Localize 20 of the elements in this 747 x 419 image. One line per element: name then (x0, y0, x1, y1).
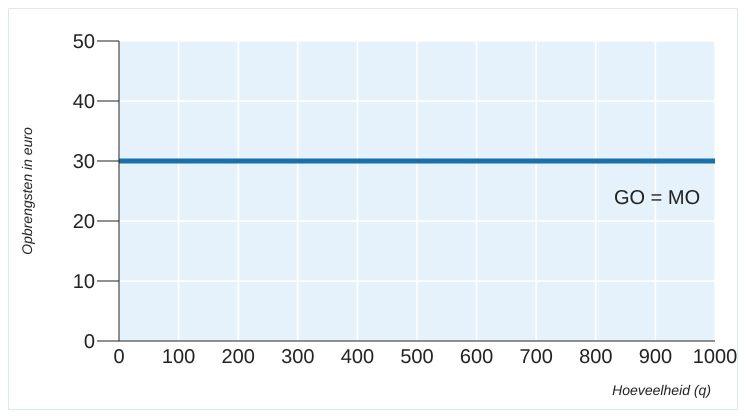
x-tick-label: 0 (113, 346, 125, 368)
x-tick-label: 600 (460, 346, 494, 368)
x-tick-label: 500 (400, 346, 434, 368)
y-tick-label: 20 (72, 211, 95, 234)
x-tick-label: 200 (222, 346, 255, 368)
x-tick-label: 100 (162, 346, 196, 368)
x-tick-label: 400 (340, 346, 374, 368)
y-tick-label: 0 (84, 331, 95, 354)
y-axis-title: Opbrengsten in euro (18, 126, 35, 255)
y-tick-label: 10 (72, 271, 95, 294)
y-tick-label: 30 (72, 151, 95, 174)
y-tick-label: 40 (72, 91, 95, 114)
annotation: GO = MO (614, 187, 700, 210)
x-tick-label: 800 (579, 346, 612, 368)
x-tick-label: 300 (281, 346, 314, 368)
y-tick-label: 50 (72, 31, 95, 54)
x-tick-label: 700 (520, 346, 553, 368)
x-axis-title: Hoeveelheid (q) (612, 382, 711, 398)
x-tick-label: 1000 (692, 346, 738, 368)
x-tick-label: 900 (638, 346, 672, 368)
